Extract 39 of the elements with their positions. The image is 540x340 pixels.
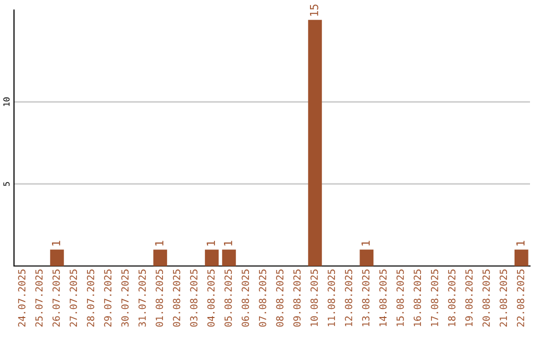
data-label: 1: [516, 240, 524, 246]
x-tick-label: 03.08.2025: [190, 270, 198, 327]
x-tick-label: 24.07.2025: [18, 270, 26, 327]
x-tick-label: 18.08.2025: [448, 270, 456, 326]
y-tick-label: 10: [3, 97, 10, 106]
data-label: 1: [52, 240, 60, 246]
x-tick-label: 28.07.2025: [86, 270, 94, 327]
x-tick-label: 25.07.2025: [35, 270, 43, 327]
x-tick-label: 12.08.2025: [344, 270, 352, 326]
y-tick-label: 5: [3, 182, 10, 186]
x-tick-label: 14.08.2025: [379, 270, 387, 326]
x-tick-label: 20.08.2025: [482, 270, 490, 327]
data-label: 1: [224, 240, 232, 246]
x-tick-label: 09.08.2025: [293, 270, 301, 327]
x-tick-label: 22.08.2025: [516, 270, 524, 327]
x-tick-label: 30.07.2025: [121, 270, 129, 327]
x-tick-label: 16.08.2025: [414, 270, 422, 326]
data-label: 1: [155, 240, 164, 246]
data-label: 1: [362, 240, 370, 246]
x-tick-label: 10.08.2025: [310, 270, 318, 326]
x-tick-label: 29.07.2025: [104, 270, 112, 327]
x-tick-label: 26.07.2025: [52, 270, 60, 327]
x-tick-label: 05.08.2025: [224, 270, 232, 327]
x-tick-label: 13.08.2025: [362, 270, 370, 326]
x-tick-label: 04.08.2025: [207, 270, 215, 327]
x-tick-label: 08.08.2025: [276, 270, 284, 327]
x-tick-label: 31.07.2025: [138, 270, 146, 327]
x-tick-label: 01.08.2025: [156, 270, 164, 327]
x-tick-label: 27.07.2025: [70, 270, 78, 327]
x-tick-label: 11.08.2025: [328, 270, 336, 326]
x-tick-label: 17.08.2025: [430, 270, 438, 326]
x-tick-label: 21.08.2025: [500, 270, 508, 327]
x-tick-label: 19.08.2025: [465, 270, 473, 326]
x-tick-label: 02.08.2025: [172, 270, 180, 327]
x-tick-label: 06.08.2025: [242, 270, 250, 327]
x-tick-label: 15.08.2025: [396, 270, 404, 326]
x-tick-label: 07.08.2025: [258, 270, 266, 327]
data-label: 1: [206, 240, 215, 246]
data-label: 15: [310, 4, 318, 16]
